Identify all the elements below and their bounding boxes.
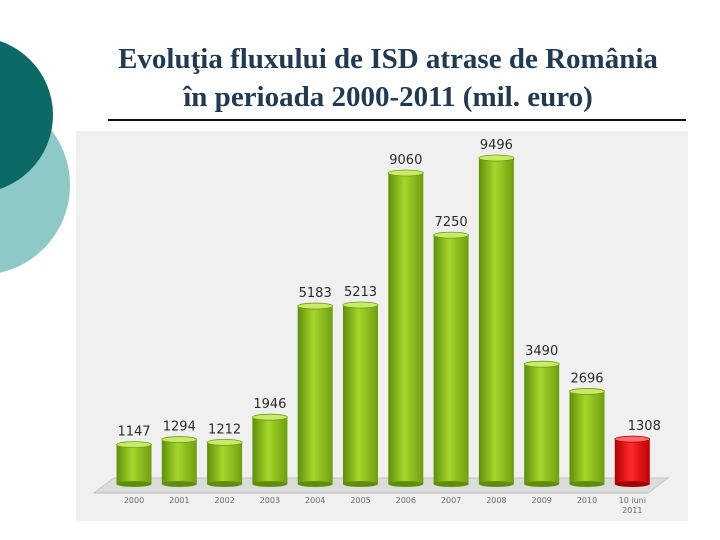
- bar-top-cap: [478, 154, 515, 162]
- value-label: 1294: [163, 420, 196, 435]
- slide-title: Evoluţia fluxului de ISD atrase de Român…: [78, 40, 698, 116]
- bar-body: [478, 158, 514, 484]
- bar-top-cap: [161, 436, 198, 443]
- category-label: 2001: [169, 496, 189, 505]
- bar: [478, 154, 515, 487]
- bar: [251, 413, 288, 487]
- bar-bottom-cap: [388, 481, 424, 487]
- value-label: 5183: [299, 286, 332, 301]
- category-label: 10 iuni 2011: [619, 496, 646, 515]
- bar-bottom-cap: [614, 481, 650, 487]
- bar-body: [524, 364, 560, 484]
- bar-body: [614, 439, 650, 484]
- value-label: 9060: [389, 153, 422, 168]
- bar: [569, 388, 605, 487]
- slide-title-line-1: Evoluţia fluxului de ISD atrase de Român…: [118, 43, 658, 75]
- category-label: 2009: [532, 496, 552, 505]
- bar-top-cap: [116, 441, 152, 449]
- value-label: 1946: [253, 397, 286, 412]
- bar-body: [433, 235, 469, 484]
- chart-bars: [92, 154, 670, 494]
- value-label: 1212: [208, 422, 241, 437]
- bar-top-cap: [251, 413, 288, 421]
- bar-bottom-cap: [524, 481, 560, 487]
- value-label: 1308: [628, 419, 661, 434]
- bar: [297, 302, 334, 487]
- bar: [161, 436, 198, 487]
- bar-top-cap: [297, 302, 334, 310]
- category-label: 2008: [486, 496, 506, 505]
- bar-body: [388, 172, 424, 484]
- bar-body: [252, 417, 288, 484]
- bar-chart: 1147 2000 1294 2001 1212 2002 1946 2003 5183 2004…: [92, 138, 670, 515]
- bar-body: [207, 442, 243, 484]
- category-label: 2010: [577, 496, 597, 505]
- bar: [387, 169, 424, 487]
- value-label: 7250: [435, 215, 468, 230]
- category-label: 2006: [396, 496, 416, 505]
- bar-bottom-cap: [297, 481, 333, 487]
- bar-top-cap: [206, 438, 243, 446]
- bar-body: [116, 444, 152, 484]
- bar-top-cap: [614, 435, 651, 443]
- value-label: 5213: [344, 285, 377, 300]
- bar-bottom-cap: [478, 481, 514, 487]
- bar-bottom-cap: [252, 481, 288, 487]
- bar-top-cap: [433, 231, 470, 239]
- category-label: 2000: [124, 496, 144, 505]
- bar-top-cap: [569, 388, 605, 395]
- bar-bottom-cap: [161, 481, 197, 487]
- bar: [342, 301, 379, 487]
- bar-top-cap: [523, 360, 560, 368]
- slide-title-line-2: în perioada 2000-2011 (mil. euro): [183, 81, 593, 113]
- bar-body: [297, 306, 333, 484]
- bar-bottom-cap: [433, 481, 469, 487]
- value-label: 3490: [525, 344, 558, 359]
- bar-bottom-cap: [116, 481, 152, 487]
- bar-bottom-cap: [569, 481, 605, 487]
- bar: [206, 438, 243, 487]
- category-label: 2004: [305, 496, 325, 505]
- bar: [614, 435, 651, 487]
- value-label: 9496: [480, 138, 513, 153]
- value-label: 2696: [570, 371, 603, 386]
- bar-bottom-cap: [343, 481, 378, 487]
- category-label: 2002: [214, 496, 234, 505]
- bar-top-cap: [342, 301, 379, 309]
- bar-bottom-cap: [207, 481, 243, 487]
- bar: [523, 360, 560, 487]
- slide-decoration: [0, 41, 70, 273]
- title-underline: [108, 119, 686, 121]
- bar-body: [569, 391, 605, 484]
- bar: [433, 231, 470, 487]
- bar-top-cap: [387, 169, 424, 177]
- category-label: 2003: [260, 496, 280, 505]
- bar: [116, 441, 152, 487]
- bar-body: [343, 305, 378, 484]
- bar-body: [161, 439, 197, 484]
- chart-labels: 1147 2000 1294 2001 1212 2002 1946 2003 5183 2004…: [117, 138, 660, 515]
- category-label: 2007: [441, 496, 461, 505]
- category-label: 2005: [350, 496, 370, 505]
- decoration-dark-circle: [0, 41, 53, 189]
- value-label: 1147: [117, 425, 150, 440]
